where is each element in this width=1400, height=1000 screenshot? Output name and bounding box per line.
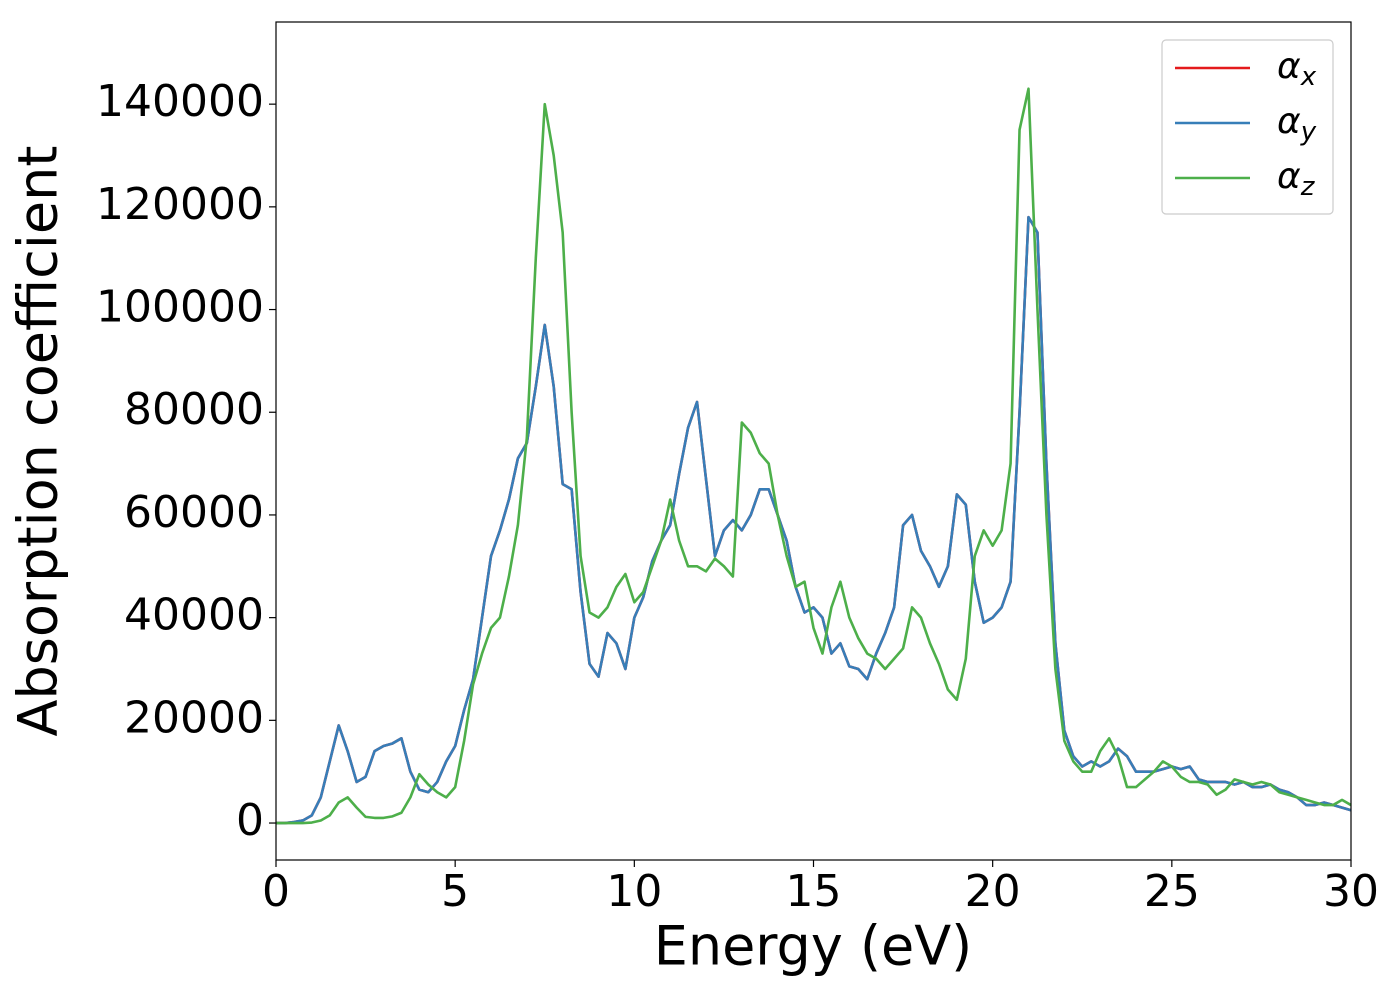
legend-label: αz bbox=[1277, 156, 1316, 202]
plot-frame bbox=[275, 21, 1352, 861]
y-axis-label: Absorption coefficient bbox=[7, 146, 70, 737]
y-tick-label: 80000 bbox=[124, 384, 264, 435]
x-tick-label: 5 bbox=[441, 866, 469, 917]
x-tick-label: 30 bbox=[1323, 866, 1379, 917]
legend-label: αx bbox=[1277, 46, 1317, 92]
x-tick-label: 0 bbox=[262, 866, 290, 917]
y-tick-label: 140000 bbox=[96, 76, 264, 127]
y-tick-label: 120000 bbox=[96, 179, 264, 230]
x-tick-label: 25 bbox=[1144, 866, 1200, 917]
line-series bbox=[276, 87, 1351, 825]
x-axis-label: Energy (eV) bbox=[654, 915, 973, 978]
legend-label: αy bbox=[1277, 101, 1317, 147]
y-tick-label: 20000 bbox=[124, 692, 264, 743]
x-tick-label: 15 bbox=[786, 866, 842, 917]
y-tick-label: 0 bbox=[236, 795, 264, 846]
legend-box bbox=[1161, 39, 1334, 215]
y-tick-label: 40000 bbox=[124, 590, 264, 641]
x-tick-label: 10 bbox=[606, 866, 662, 917]
x-tick-label: 20 bbox=[965, 866, 1021, 917]
y-tick-label: 100000 bbox=[96, 282, 264, 333]
y-tick-label: 60000 bbox=[124, 487, 264, 538]
